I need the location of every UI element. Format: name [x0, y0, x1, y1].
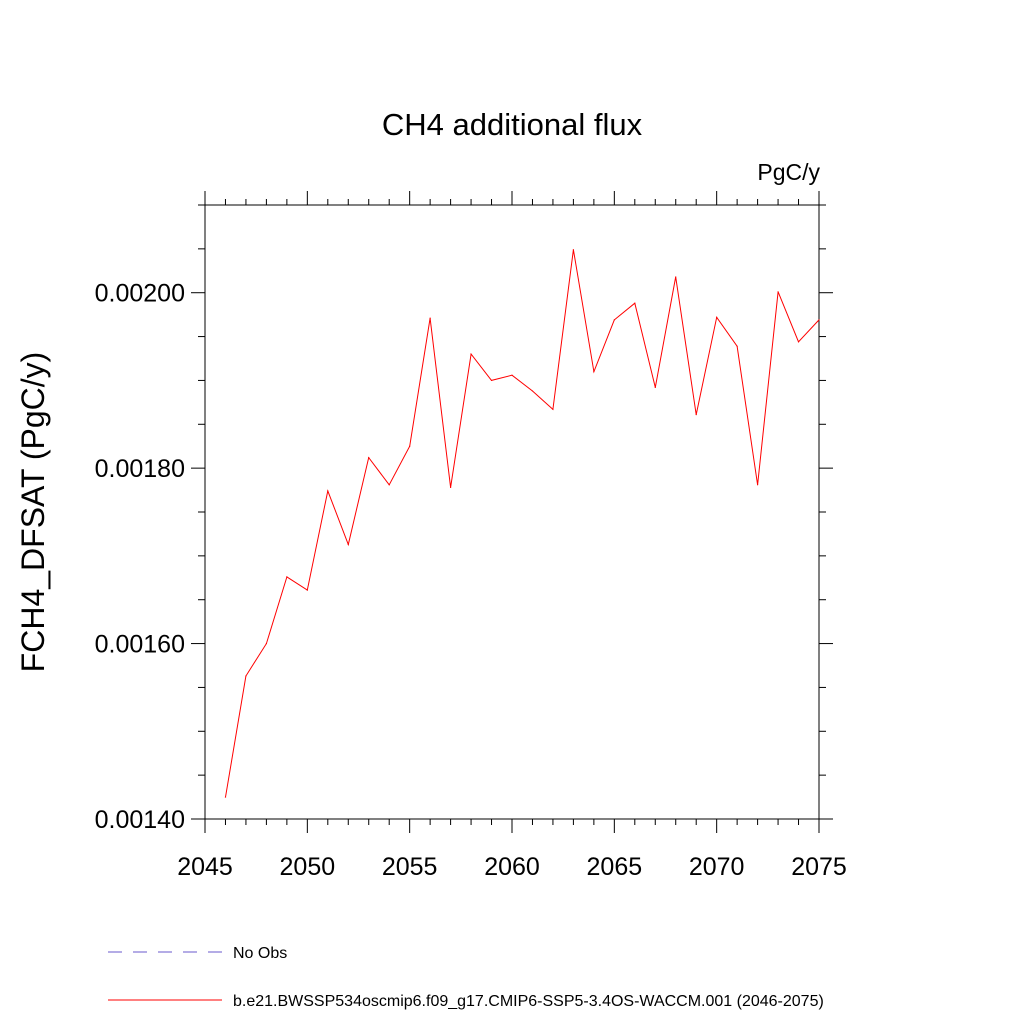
y-axis-label: FCH4_DFSAT (PgC/y): [15, 352, 51, 673]
chart-title: CH4 additional flux: [382, 107, 643, 142]
y-tick-label: 0.00140: [95, 806, 185, 834]
data-point: [613, 319, 615, 321]
x-tick-label: 2075: [791, 853, 847, 881]
data-point: [490, 379, 493, 382]
data-point: [634, 302, 636, 304]
data-point: [450, 486, 452, 489]
series-line: [225, 249, 820, 798]
data-point: [470, 353, 472, 355]
data-point: [306, 589, 308, 591]
legend-label: No Obs: [233, 945, 287, 962]
legend-label: b.e21.BWSSP534oscmip6.f09_g17.CMIP6-SSP5…: [233, 993, 824, 1010]
data-point: [797, 341, 800, 343]
data-point: [572, 249, 575, 251]
data-point: [429, 317, 431, 319]
data-point: [409, 445, 411, 447]
data-point: [511, 374, 513, 376]
data-point: [818, 319, 820, 321]
data-point: [265, 642, 267, 645]
x-tick-label: 2065: [587, 853, 643, 881]
data-point: [654, 386, 656, 389]
data-point: [347, 543, 349, 546]
legend: No Obs b.e21.BWSSP534oscmip6.f09_g17.CMIP…: [108, 945, 824, 1010]
y-tick-label: 0.00160: [95, 631, 185, 659]
data-point: [593, 371, 595, 373]
data-point: [531, 390, 534, 392]
data-point: [757, 484, 759, 486]
series-group: [224, 249, 820, 798]
x-tick-label: 2060: [484, 853, 540, 881]
x-tick-label: 2055: [382, 853, 438, 881]
data-point: [327, 490, 329, 492]
data-point: [716, 316, 718, 318]
data-point: [777, 291, 779, 293]
plot-frame: [204, 204, 820, 820]
data-point: [675, 276, 677, 278]
data-point: [736, 345, 738, 347]
y-tick-label: 0.00180: [95, 455, 185, 483]
data-point: [368, 457, 370, 459]
data-point: [695, 414, 697, 416]
axis-tick-labels: 2045 2050 2055 2060 2065 2070 2075 0.00140 0.001…: [95, 280, 847, 881]
axis-ticks: [191, 191, 833, 833]
data-point: [388, 484, 390, 486]
x-tick-label: 2070: [689, 853, 745, 881]
y-tick-label: 0.00200: [95, 280, 185, 308]
data-point: [286, 576, 288, 578]
x-tick-label: 2050: [280, 853, 336, 881]
data-point: [245, 675, 247, 677]
x-tick-label: 2045: [177, 853, 233, 881]
data-point: [224, 796, 227, 798]
data-point: [552, 408, 554, 410]
units-label: PgC/y: [757, 159, 820, 185]
